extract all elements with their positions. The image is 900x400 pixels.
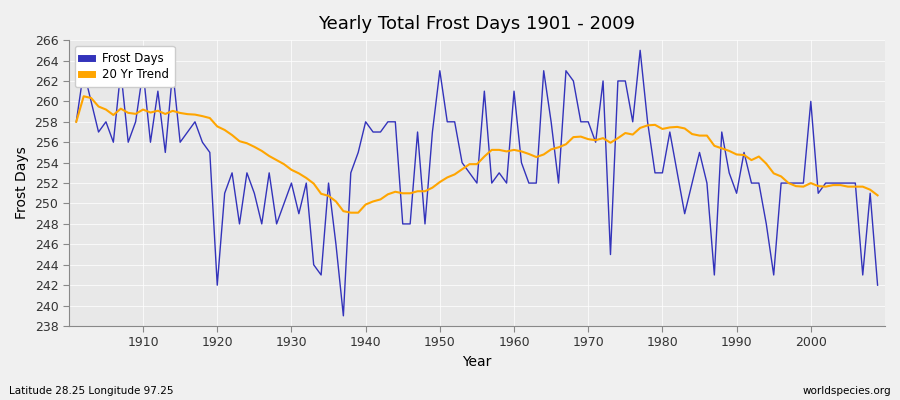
20 Yr Trend <box>301 176 311 180</box>
20 Yr Trend <box>138 107 148 112</box>
X-axis label: Year: Year <box>463 355 491 369</box>
Line: 20 Yr Trend: 20 Yr Trend <box>76 96 878 213</box>
Frost Days <box>130 120 141 124</box>
20 Yr Trend <box>78 94 89 99</box>
Frost Days <box>346 170 356 175</box>
20 Yr Trend <box>353 210 364 215</box>
Frost Days <box>338 314 349 318</box>
Frost Days <box>508 89 519 94</box>
20 Yr Trend <box>516 149 526 154</box>
20 Yr Trend <box>613 136 624 140</box>
Frost Days <box>605 252 616 257</box>
20 Yr Trend <box>346 210 356 215</box>
20 Yr Trend <box>71 120 82 124</box>
Frost Days <box>872 283 883 288</box>
Line: Frost Days: Frost Days <box>76 50 878 316</box>
Legend: Frost Days, 20 Yr Trend: Frost Days, 20 Yr Trend <box>75 46 175 87</box>
Frost Days <box>516 160 526 165</box>
Text: Latitude 28.25 Longitude 97.25: Latitude 28.25 Longitude 97.25 <box>9 386 174 396</box>
Text: worldspecies.org: worldspecies.org <box>803 386 891 396</box>
20 Yr Trend <box>872 193 883 198</box>
Frost Days <box>71 120 82 124</box>
20 Yr Trend <box>524 152 535 156</box>
Frost Days <box>293 211 304 216</box>
Y-axis label: Frost Days: Frost Days <box>15 147 29 220</box>
Title: Yearly Total Frost Days 1901 - 2009: Yearly Total Frost Days 1901 - 2009 <box>319 15 635 33</box>
Frost Days <box>634 48 645 53</box>
